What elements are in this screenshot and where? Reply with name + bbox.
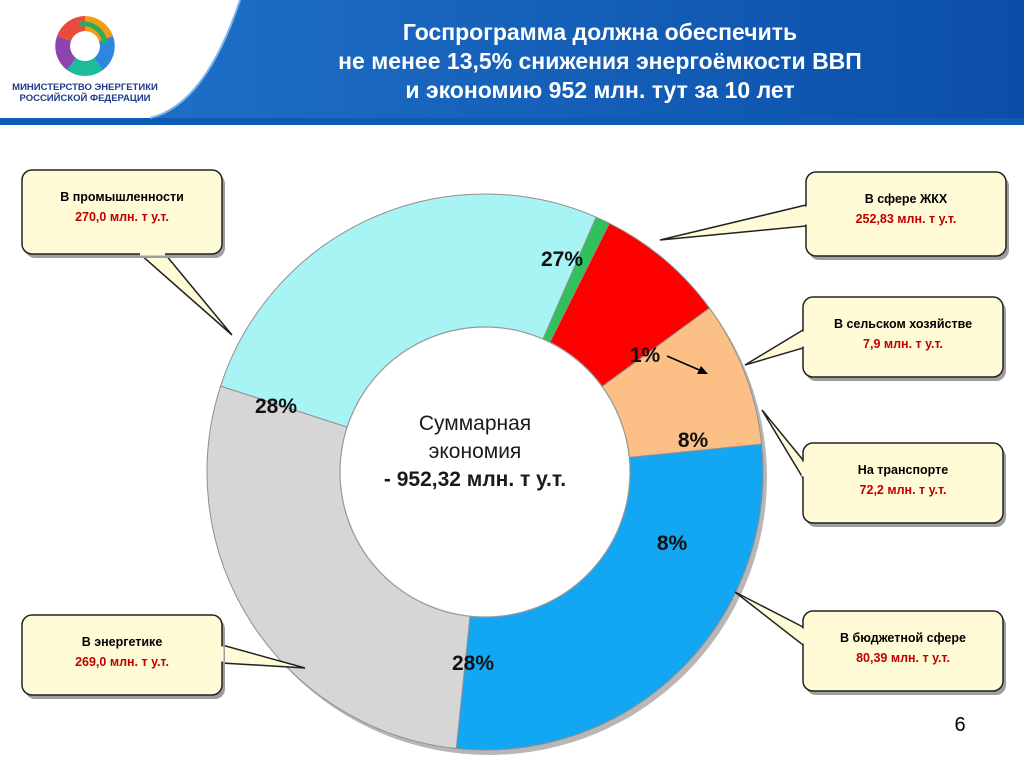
donut-hole (339, 326, 631, 618)
callout-pointer-0 (659, 204, 807, 241)
callout-value-3: 80,39 млн. т у.т. (856, 651, 950, 665)
callout-value-0: 252,83 млн. т у.т. (856, 212, 957, 226)
pct-label-0: 27% (541, 248, 583, 271)
callout-value-4: 269,0 млн. т у.т. (75, 655, 169, 669)
callout-title-1: В сельском хозяйстве (834, 317, 972, 331)
callout-box-3 (802, 610, 1004, 692)
callout-value-2: 72,2 млн. т у.т. (860, 483, 947, 497)
ministry-logo (55, 16, 115, 76)
callout-pointer-5 (138, 253, 233, 336)
title-line-2: не менее 13,5% снижения энергоёмкости ВВ… (338, 48, 862, 74)
ministry-name: МИНИСТЕРСТВО ЭНЕРГЕТИКИ РОССИЙСКОЙ ФЕДЕР… (12, 82, 158, 104)
center-text-line-0: Суммарная (419, 412, 531, 435)
title-line-3: и экономию 952 млн. тут за 10 лет (405, 77, 795, 103)
callout-title-2: На транспорте (858, 463, 948, 477)
title-line-1: Госпрограмма должна обеспечить (402, 19, 798, 45)
page-number: 6 (954, 714, 966, 736)
callout-title-3: В бюджетной сфере (840, 631, 966, 645)
callout-box-5 (21, 169, 223, 255)
pct-label-2: 8% (678, 429, 709, 452)
callout-title-0: В сфере ЖКХ (865, 192, 948, 206)
center-text-line-1: экономия (429, 440, 522, 463)
pct-label-3: 8% (657, 532, 688, 555)
page-title: Госпрограмма должна обеспечить не менее … (250, 18, 950, 105)
header-background (0, 0, 1024, 125)
callout-value-5: 270,0 млн. т у.т. (75, 210, 169, 224)
pct-label-4: 28% (452, 652, 494, 675)
callout-title-4: В энергетике (82, 635, 163, 649)
pct-label-5: 28% (255, 395, 297, 418)
callout-pointer-3 (734, 591, 804, 647)
pct-arrow-1 (666, 355, 705, 373)
callout-box-2 (802, 442, 1004, 524)
callout-pointer-1 (744, 328, 804, 366)
center-text-line-2: - 952,32 млн. т у.т. (384, 468, 566, 491)
callout-value-1: 7,9 млн. т у.т. (863, 337, 943, 351)
pct-label-1: 1% (630, 344, 661, 367)
pct-arrowhead-1 (697, 366, 708, 374)
callout-title-5: В промышленности (60, 190, 184, 204)
callout-pointer-2 (761, 409, 804, 481)
header: МИНИСТЕРСТВО ЭНЕРГЕТИКИ РОССИЙСКОЙ ФЕДЕР… (0, 0, 1024, 125)
